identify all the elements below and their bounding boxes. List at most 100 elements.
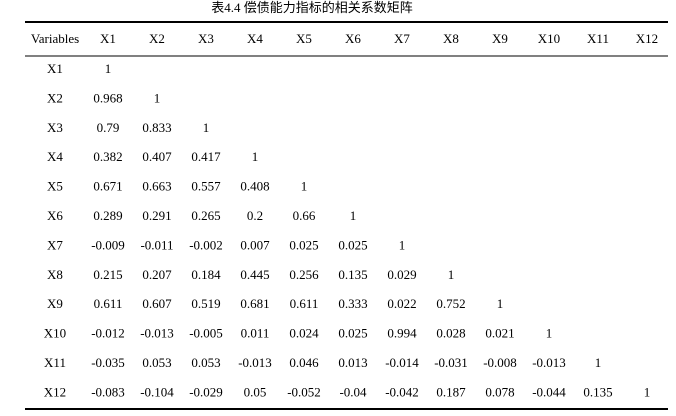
header-cell: X11 [587, 31, 609, 46]
cell: 0.135 [583, 384, 612, 399]
header-cell: Variables [31, 31, 79, 46]
cell: 0.607 [142, 296, 172, 311]
cell: -0.014 [385, 355, 419, 370]
header-cell: X5 [296, 31, 312, 46]
cell: 0.79 [97, 120, 120, 135]
cell: 1 [105, 61, 112, 76]
cell: -0.044 [532, 384, 566, 399]
cell: 0.333 [338, 296, 367, 311]
cell: 0.519 [191, 296, 220, 311]
cell: 0.024 [289, 326, 319, 341]
cell: -0.052 [287, 384, 321, 399]
cell: 0.013 [338, 355, 367, 370]
header-cell: X10 [538, 31, 560, 46]
row-label: X10 [44, 326, 66, 341]
cell: -0.009 [91, 237, 125, 252]
cell: 0.289 [93, 208, 122, 223]
row-label: X3 [47, 120, 63, 135]
cell: -0.083 [91, 384, 125, 399]
cell: 0.05 [244, 384, 267, 399]
cell: 0.833 [142, 120, 171, 135]
cell: 0.265 [191, 208, 220, 223]
row-label: X2 [47, 90, 63, 105]
header-cell: X6 [345, 31, 361, 46]
cell: 0.135 [338, 267, 367, 282]
cell: 0.007 [240, 237, 270, 252]
cell: 1 [448, 267, 455, 282]
cell: 0.445 [240, 267, 269, 282]
cell: 0.291 [142, 208, 171, 223]
cell: 0.025 [338, 326, 367, 341]
cell: 0.752 [436, 296, 465, 311]
cell: 0.256 [289, 267, 319, 282]
row-label: X12 [44, 384, 66, 399]
cell: 0.078 [485, 384, 514, 399]
cell: 0.022 [387, 296, 416, 311]
cell: 0.207 [142, 267, 172, 282]
header-cell: X3 [198, 31, 214, 46]
cell: -0.011 [140, 237, 173, 252]
row-label: X9 [47, 296, 63, 311]
row-label: X11 [44, 355, 66, 370]
cell: 0.046 [289, 355, 319, 370]
row-label: X5 [47, 179, 63, 194]
cell: 0.611 [94, 296, 123, 311]
cell: -0.042 [385, 384, 419, 399]
cell: 0.025 [338, 237, 367, 252]
cell: 0.053 [191, 355, 220, 370]
cell: 0.053 [142, 355, 171, 370]
row-label: X1 [47, 61, 63, 76]
cell: -0.013 [140, 326, 174, 341]
cell: 0.417 [191, 149, 221, 164]
cell: -0.035 [91, 355, 125, 370]
cell: 0.028 [436, 326, 465, 341]
header-cell: X9 [492, 31, 508, 46]
cell: 0.557 [191, 179, 221, 194]
cell: 0.382 [93, 149, 122, 164]
cell: 1 [546, 326, 553, 341]
cell: -0.013 [532, 355, 566, 370]
cell: 1 [644, 384, 651, 399]
header-cell: X1 [100, 31, 116, 46]
cell: 0.66 [293, 208, 316, 223]
cell: 1 [203, 120, 210, 135]
cell: 0.663 [142, 179, 171, 194]
cell: 0.021 [485, 326, 514, 341]
table-title: 表4.4 偿债能力指标的相关系数矩阵 [211, 0, 413, 15]
cell: 0.611 [290, 296, 319, 311]
header-cell: X8 [443, 31, 459, 46]
cell: 1 [252, 149, 259, 164]
cell: -0.012 [91, 326, 125, 341]
cell: -0.104 [140, 384, 174, 399]
cell: 0.011 [241, 326, 270, 341]
cell: -0.013 [238, 355, 272, 370]
cell: 0.968 [93, 90, 122, 105]
cell: 1 [399, 237, 406, 252]
cell: 0.671 [93, 179, 122, 194]
row-label: X8 [47, 267, 63, 282]
cell: 1 [350, 208, 357, 223]
cell: -0.002 [189, 237, 223, 252]
cell: 0.681 [240, 296, 269, 311]
row-label: X7 [47, 237, 63, 252]
cell: 1 [497, 296, 504, 311]
cell: 1 [595, 355, 602, 370]
header-cell: X7 [394, 31, 410, 46]
cell: 1 [301, 179, 308, 194]
header-cell: X4 [247, 31, 263, 46]
cell: 0.408 [240, 179, 269, 194]
cell: 0.187 [436, 384, 466, 399]
cell: 0.407 [142, 149, 172, 164]
cell: -0.005 [189, 326, 223, 341]
cell: 1 [154, 90, 161, 105]
cell: 0.184 [191, 267, 221, 282]
cell: 0.215 [93, 267, 122, 282]
cell: -0.029 [189, 384, 223, 399]
cell: 0.029 [387, 267, 416, 282]
header-cell: X2 [149, 31, 165, 46]
cell: 0.2 [247, 208, 263, 223]
cell: -0.008 [483, 355, 517, 370]
cell: 0.025 [289, 237, 318, 252]
cell: 0.994 [387, 326, 417, 341]
